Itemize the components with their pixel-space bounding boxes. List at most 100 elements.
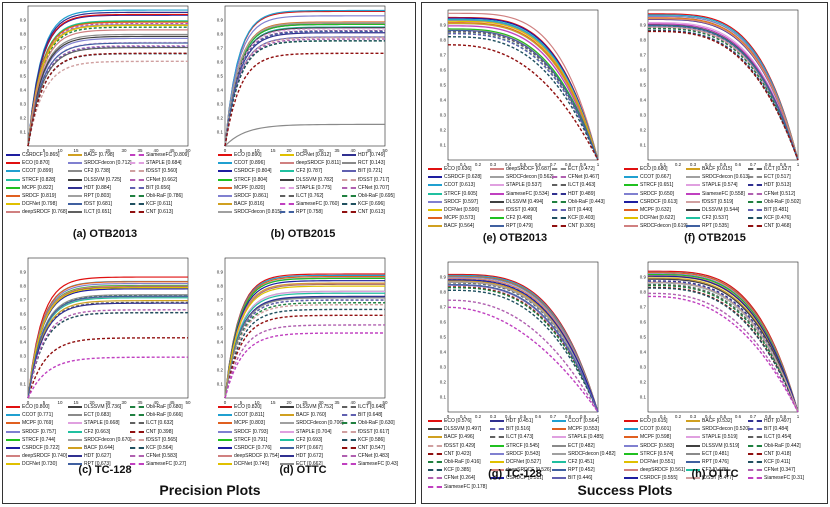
legend-item: ECO [0.636] [428, 166, 472, 172]
legend-item: SRDCF [0.793] [218, 429, 268, 435]
legend-label: STRCF [0.574] [640, 450, 674, 457]
y-tick-label: 0.7 [640, 53, 647, 58]
legend-label: CF2 [0.475] [702, 467, 729, 474]
series-line [27, 35, 188, 147]
legend-label: fDSST [0.565] [146, 436, 178, 443]
legend-swatch [6, 170, 20, 173]
legend-label: ILCT [0.473] [506, 434, 534, 441]
legend-item: ECO [0.890] [218, 152, 262, 158]
legend-label: Obli-RaF [0.786] [146, 193, 183, 199]
legend-item: BACF [0.760] [280, 412, 326, 418]
legend-swatch [68, 447, 82, 449]
y-tick-label: 0.3 [440, 365, 447, 370]
legend-swatch [686, 420, 700, 422]
legend-item: CF2 [0.498] [490, 215, 532, 221]
series-line [27, 296, 188, 399]
series-line [224, 280, 385, 399]
legend-item: fDSST [0.565] [130, 437, 177, 443]
legend-item: HDT [0.627] [68, 453, 111, 459]
legend-swatch [218, 406, 232, 408]
legend-item: ECT [0.481] [686, 451, 729, 457]
legend-swatch [218, 438, 232, 441]
legend-swatch [624, 225, 638, 228]
legend-item: MCPF [0.822] [6, 185, 53, 191]
x-tick-label: 15 [73, 400, 79, 405]
legend-item: CF2 [0.663] [68, 429, 110, 435]
legend-item: MCPF [0.573] [428, 215, 475, 221]
legend-swatch [280, 203, 294, 206]
series-line [224, 274, 385, 399]
legend-item: STRCF [0.545] [490, 443, 539, 449]
x-tick-label: 0.7 [550, 162, 557, 167]
series-line [648, 26, 799, 161]
legend-label: DLSSVM [0.725] [84, 176, 122, 183]
x-tick-label: 0.3 [490, 414, 497, 419]
chart-caption-e: (e) OTB2013 [482, 232, 548, 244]
legend-item: DCFNet [0.740] [218, 461, 269, 467]
legend-label: BIT [0.516] [506, 426, 531, 433]
legend-swatch [686, 200, 700, 203]
legend-label: ECT [0.481] [702, 450, 729, 457]
legend-item: CNT [0.305] [552, 223, 595, 229]
chart-legend-a: CSRDCF [0.865] BACF [0.798] SiameseFC [0.8… [6, 152, 196, 224]
legend-label: DLSSVM [0.782] [296, 176, 334, 183]
legend-swatch [624, 200, 638, 203]
legend-item: CF2 [0.693] [280, 437, 322, 443]
legend-swatch [552, 444, 566, 447]
chart-legend-b: ECO [0.890] DCFNet [0.812] HDT [0.749] CCOT… [218, 152, 408, 224]
series-line [27, 42, 188, 147]
legend-label: MCPF [0.553] [568, 426, 599, 433]
legend-label: CFNet [0.347] [764, 467, 796, 474]
legend-item: ECO [0.870] [6, 160, 50, 166]
series-line [224, 275, 385, 399]
legend-swatch [748, 444, 762, 447]
y-tick-label: 0.7 [217, 298, 224, 303]
legend-item: ILCT [0.454] [748, 434, 791, 440]
legend-item: STAPLE [0.537] [490, 182, 541, 188]
chart-caption-f: (f) OTB2015 [684, 232, 746, 244]
legend-item: RPT [0.758] [280, 209, 323, 215]
series-line [447, 299, 599, 413]
legend-swatch [6, 463, 20, 466]
legend-label: CNT [0.423] [444, 450, 471, 457]
legend-item: CF2 [0.738] [68, 168, 110, 174]
legend-label: CCOT [0.899] [22, 168, 53, 175]
legend-label: RCT [0.143] [358, 160, 385, 167]
legend-item: Obli-RaF [0.442] [748, 443, 801, 449]
legend-swatch [686, 469, 700, 472]
series-line [27, 29, 188, 147]
legend-swatch [68, 422, 82, 425]
x-tick-label: 25 [302, 400, 308, 405]
legend-item: STAPLE [0.519] [686, 434, 737, 440]
legend-item: CFNet [0.583] [130, 453, 177, 459]
legend-swatch [342, 455, 356, 458]
legend-label: STRCF [0.605] [444, 190, 478, 197]
legend-item: SRDCF [0.757] [6, 429, 56, 435]
legend-item: BACF [0.564] [428, 223, 474, 229]
series-line [27, 309, 188, 399]
legend-swatch [68, 463, 82, 466]
legend-swatch [624, 168, 638, 170]
legend-item: ILCT [0.463] [552, 182, 595, 188]
y-tick-label: 0.5 [217, 74, 224, 79]
legend-item: fDSST [0.717] [342, 177, 389, 183]
legend-swatch [428, 200, 442, 203]
legend-swatch [6, 406, 20, 408]
legend-item: KCF [0.476] [748, 215, 791, 221]
x-tick-label: 30 [318, 400, 324, 405]
legend-item: CNT [0.613] [342, 209, 385, 215]
x-tick-label: 45 [169, 148, 175, 153]
legend-label: SiameseFC [0.178] [444, 483, 487, 490]
x-tick-label: 0 [647, 414, 650, 419]
x-tick-label: 30 [121, 148, 127, 153]
series-line [648, 280, 799, 413]
y-tick-label: 0.2 [640, 380, 647, 385]
legend-label: RPT [0.667] [296, 445, 323, 451]
chart-panel-f: 0 0.1 0.2 0.3 0.4 0.5 0.6 0.7 0.8 0.9 1 0.1 0.2 0.3 0.… [640, 9, 800, 167]
legend-item: ECT [0.482] [552, 443, 595, 449]
series-line [27, 13, 188, 147]
x-tick-label: 0 [27, 400, 30, 405]
y-tick-label: 0.4 [440, 350, 447, 355]
legend-label: STRCF [0.744] [22, 436, 56, 443]
x-tick-label: 45 [366, 148, 372, 153]
